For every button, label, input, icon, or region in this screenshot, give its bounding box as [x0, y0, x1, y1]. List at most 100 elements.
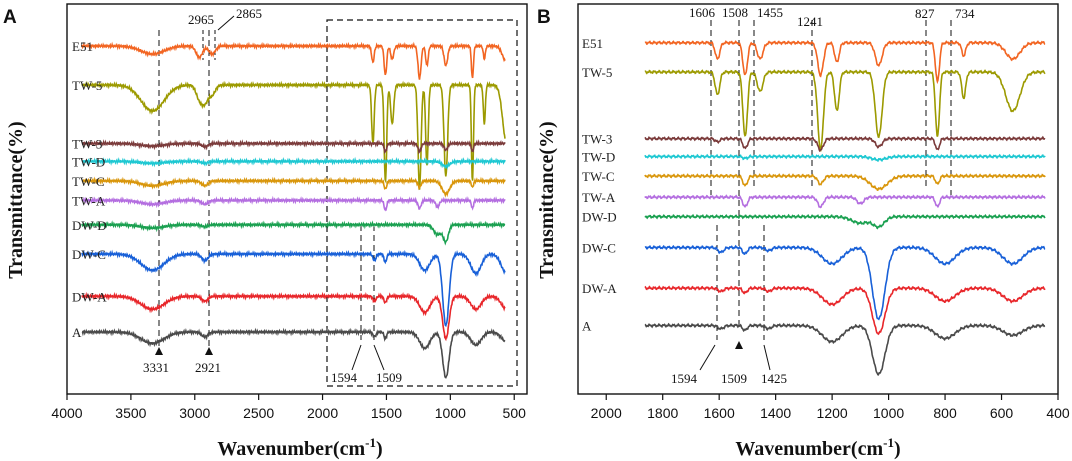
series-label-a-tw-5: TW-5 — [72, 78, 102, 93]
peak-label-1508: 1508 — [722, 5, 748, 20]
series-line-b-dw-d — [644, 213, 1046, 230]
series-label-b-a: A — [582, 319, 592, 334]
series-line-a-tw-3 — [81, 139, 506, 155]
series-line-b-a — [644, 322, 1046, 376]
series-label-a-dw-d: DW-D — [72, 218, 107, 233]
peak-label-1509: 1509 — [376, 370, 402, 385]
series-line-a-dw-d — [81, 220, 506, 246]
series-line-a-tw-5 — [81, 80, 506, 190]
peak-label-3331: 3331 — [143, 360, 169, 375]
panel-a: A Transmittance(%) Wavenumber(cm-1) 4000… — [3, 3, 528, 460]
arrow-1509 — [373, 344, 385, 371]
series-label-a-a: A — [72, 325, 82, 340]
series-line-a-tw-c — [81, 176, 506, 198]
b-tick-label-1000: 1000 — [873, 405, 904, 421]
fingerprint-region-box — [326, 19, 518, 387]
b-tick-label-1200: 1200 — [817, 405, 848, 421]
panel-b-ylabel: Transmittance(%) — [536, 121, 558, 278]
b-tick-label-1800: 1800 — [647, 405, 678, 421]
peak-label-827: 827 — [915, 6, 935, 21]
panel-b-series — [644, 40, 1046, 376]
b-tick-label-1400: 1400 — [760, 405, 791, 421]
series-line-a-dw-c — [81, 249, 506, 328]
b-tick-label-2000: 2000 — [591, 405, 622, 421]
panel-b-series-labels: E51 TW-5 TW-3 TW-D TW-C TW-A DW-D DW-C DW-A A — [582, 36, 617, 334]
peak-label-1606: 1606 — [689, 5, 716, 20]
series-label-b-tw-d: TW-D — [582, 150, 615, 165]
series-label-a-tw-3: TW-3 — [72, 137, 102, 152]
series-line-a-tw-d — [81, 156, 506, 171]
a-tick-label-1000: 1000 — [435, 405, 466, 421]
panel-b: B Transmittance(%) Wavenumber(cm-1) 2000… — [536, 3, 1070, 460]
a-tick-label-2500: 2500 — [243, 405, 274, 421]
panel-a-annotations: 2965 2865 3331 2921 1594 1509 — [143, 6, 402, 385]
panel-b-frame — [577, 3, 1059, 395]
arrow-2921 — [205, 347, 213, 355]
panel-a-label: A — [3, 7, 17, 28]
arrow-1594 — [351, 344, 362, 371]
series-label-b-tw-c: TW-C — [582, 169, 615, 184]
series-line-b-tw-c — [644, 173, 1046, 192]
series-label-a-e51: E51 — [72, 39, 93, 54]
series-label-b-dw-d: DW-D — [582, 210, 617, 225]
series-label-a-tw-a: TW-A — [72, 193, 106, 208]
peak-label-734: 734 — [955, 6, 975, 21]
arrow-1509-b — [735, 341, 743, 349]
series-line-a-a — [81, 327, 506, 379]
panel-a-xlabel: Wavenumber(cm-1) — [217, 435, 382, 460]
peak-label-2965: 2965 — [188, 12, 214, 27]
panel-b-label: B — [537, 7, 551, 28]
arrow-1594-b — [699, 344, 716, 371]
series-label-a-dw-a: DW-A — [72, 289, 107, 304]
series-line-b-dw-a — [644, 285, 1046, 336]
series-label-b-e51: E51 — [582, 36, 603, 51]
series-line-b-dw-c — [644, 244, 1046, 321]
panel-a-series-labels: E51 TW-5 TW-3 TW-D TW-C TW-A DW-D DW-C DW-A A — [72, 39, 107, 340]
arrow-3331 — [155, 347, 163, 355]
panel-a-frame — [66, 3, 528, 395]
series-label-a-tw-d: TW-D — [72, 154, 105, 169]
a-tick-label-3500: 3500 — [115, 405, 146, 421]
series-line-b-tw-5 — [644, 69, 1046, 152]
series-line-a-dw-a — [81, 291, 506, 342]
a-tick-label-500: 500 — [503, 405, 527, 421]
series-label-b-dw-a: DW-A — [582, 281, 617, 296]
series-line-b-e51 — [644, 40, 1046, 85]
a-tick-label-4000: 4000 — [51, 405, 82, 421]
panel-a-reference-lines — [158, 30, 375, 350]
panel-b-reference-lines — [710, 20, 952, 340]
series-line-a-tw-a — [81, 195, 506, 212]
series-line-b-tw-a — [644, 194, 1046, 209]
peak-label-1594: 1594 — [671, 371, 698, 386]
arrow-2865 — [217, 15, 235, 31]
series-label-b-tw-a: TW-A — [582, 190, 616, 205]
peak-label-1455: 1455 — [757, 5, 783, 20]
panel-b-annotations: 1606 1508 1455 1241 827 734 1594 1509 14… — [671, 5, 975, 386]
peak-label-1594: 1594 — [331, 370, 358, 385]
series-line-a-e51 — [81, 41, 506, 80]
peak-label-1509: 1509 — [721, 371, 747, 386]
panel-a-series — [81, 41, 506, 379]
series-line-b-tw-3 — [644, 135, 1046, 153]
series-line-b-tw-d — [644, 153, 1046, 163]
a-tick-label-2000: 2000 — [307, 405, 338, 421]
panel-a-ylabel: Transmittance(%) — [5, 121, 27, 278]
panel-b-xlabel: Wavenumber(cm-1) — [735, 435, 900, 460]
peak-label-1425: 1425 — [761, 371, 787, 386]
series-label-a-tw-c: TW-C — [72, 174, 105, 189]
series-label-b-dw-c: DW-C — [582, 241, 616, 256]
series-label-b-tw-3: TW-3 — [582, 132, 612, 147]
series-label-b-tw-5: TW-5 — [582, 65, 612, 80]
b-tick-label-400: 400 — [1046, 405, 1070, 421]
peak-label-2865: 2865 — [236, 6, 262, 21]
a-tick-label-1500: 1500 — [371, 405, 402, 421]
peak-label-1241: 1241 — [797, 14, 823, 29]
b-tick-label-1600: 1600 — [704, 405, 735, 421]
panel-b-x-axis: 2000 1800 1600 1400 1200 1000 800 600 400 — [591, 394, 1070, 421]
arrow-1425-b — [763, 344, 771, 371]
b-tick-label-800: 800 — [933, 405, 957, 421]
series-label-a-dw-c: DW-C — [72, 247, 106, 262]
panel-a-x-axis: 4000 3500 3000 2500 2000 1500 1000 500 — [51, 394, 526, 421]
b-tick-label-600: 600 — [990, 405, 1014, 421]
